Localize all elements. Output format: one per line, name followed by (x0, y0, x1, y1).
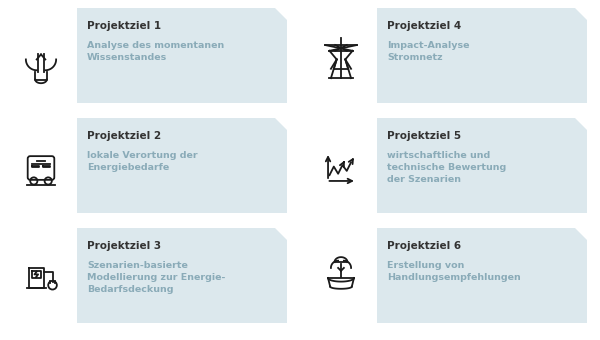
Text: Projektziel 3: Projektziel 3 (87, 241, 161, 251)
Text: Szenarien-basierte
Modellierung zur Energie-
Bedarfsdeckung: Szenarien-basierte Modellierung zur Ener… (87, 261, 226, 294)
Polygon shape (377, 8, 587, 103)
Text: Projektziel 1: Projektziel 1 (87, 21, 161, 31)
Text: lokale Verortung der
Energiebedarfe: lokale Verortung der Energiebedarfe (87, 151, 197, 172)
Text: wirtschaftliche und
technische Bewertung
der Szenarien: wirtschaftliche und technische Bewertung… (387, 151, 506, 184)
Text: Projektziel 4: Projektziel 4 (387, 21, 461, 31)
Text: Projektziel 5: Projektziel 5 (387, 131, 461, 141)
Text: Projektziel 6: Projektziel 6 (387, 241, 461, 251)
Polygon shape (77, 228, 287, 323)
Text: Projektziel 2: Projektziel 2 (87, 131, 161, 141)
Text: Analyse des momentanen
Wissenstandes: Analyse des momentanen Wissenstandes (87, 41, 224, 62)
Polygon shape (77, 118, 287, 213)
Polygon shape (377, 118, 587, 213)
Polygon shape (377, 228, 587, 323)
Text: Impact-Analyse
Stromnetz: Impact-Analyse Stromnetz (387, 41, 470, 62)
Polygon shape (77, 8, 287, 103)
Text: Erstellung von
Handlungsempfehlungen: Erstellung von Handlungsempfehlungen (387, 261, 521, 282)
